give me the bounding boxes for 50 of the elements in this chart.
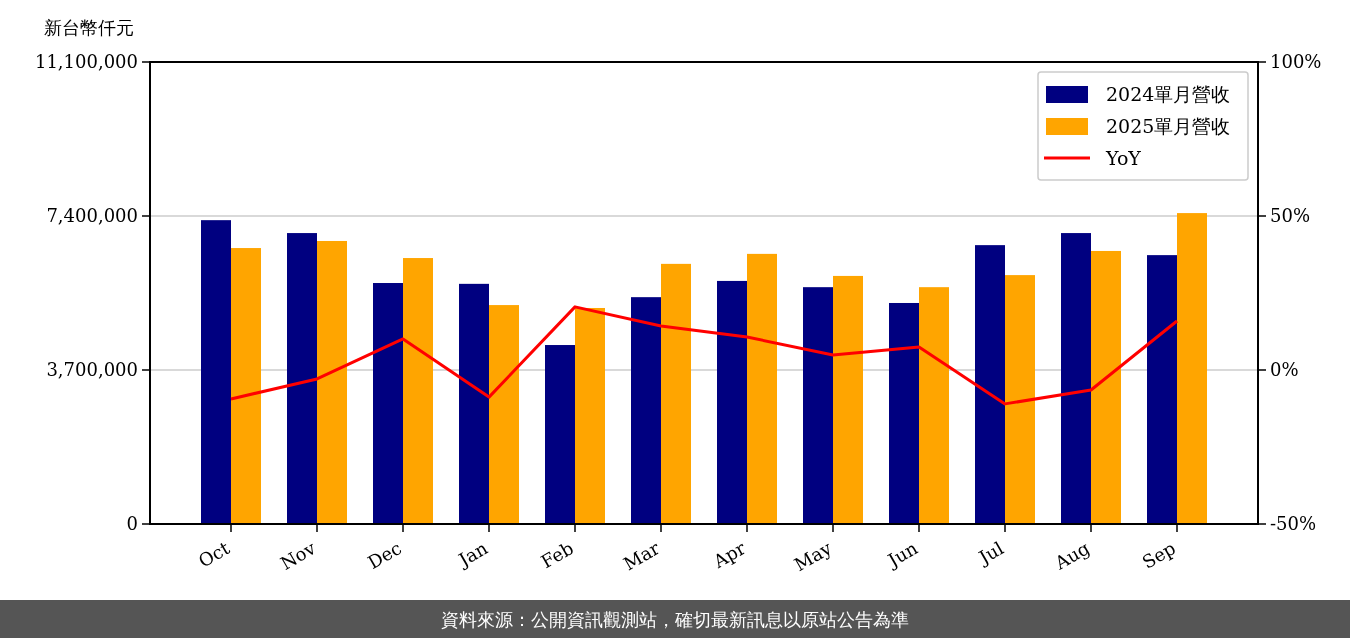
bar <box>201 220 231 524</box>
x-tick-label: Feb <box>537 537 577 573</box>
y2-tick-label: 100% <box>1270 51 1322 72</box>
x-tick-label: Nov <box>276 536 320 574</box>
bar <box>575 307 605 524</box>
y2-tick-label: -50% <box>1270 513 1317 534</box>
bar <box>1091 250 1121 524</box>
x-tick-label: Apr <box>708 537 750 573</box>
bar <box>373 283 403 524</box>
x-tick-label: Oct <box>194 536 234 572</box>
bar <box>803 287 833 524</box>
bar <box>1061 233 1091 524</box>
bar <box>919 287 949 524</box>
x-tick-label: Jan <box>453 537 492 572</box>
bar <box>1177 213 1207 524</box>
x-tick-label: May <box>790 536 836 576</box>
x-tick-label: Sep <box>1138 537 1179 573</box>
bar <box>975 245 1005 524</box>
bar <box>403 258 433 524</box>
y-tick-label: 7,400,000 <box>46 205 138 226</box>
bar <box>489 305 519 524</box>
bar <box>833 275 863 524</box>
y2-tick-label: 0% <box>1270 359 1299 380</box>
bar <box>1147 255 1177 524</box>
x-tick-label: Aug <box>1050 537 1093 575</box>
bar <box>287 233 317 524</box>
bar <box>631 297 661 524</box>
bar <box>545 345 575 524</box>
bar <box>459 283 489 524</box>
source-note: 資料來源：公開資訊觀測站，確切最新訊息以原站公告為準 <box>441 609 909 630</box>
y-tick-label: 11,100,000 <box>34 51 138 72</box>
bar <box>747 253 777 524</box>
x-tick-label: Jun <box>882 537 922 572</box>
x-tick-label: Dec <box>364 537 405 574</box>
y-tick-label: 0 <box>126 513 138 534</box>
y-tick-label: 3,700,000 <box>46 359 138 380</box>
line-series <box>229 305 1179 406</box>
x-tick-label: Mar <box>619 537 664 575</box>
bar <box>317 240 347 524</box>
bar <box>717 280 747 524</box>
x-tick-label: Jul <box>973 537 1008 569</box>
bar <box>231 248 261 524</box>
bar <box>889 302 919 524</box>
y-axis-title: 新台幣仟元 <box>44 17 134 38</box>
bar <box>1005 275 1035 524</box>
y2-tick-label: 50% <box>1270 205 1311 226</box>
bar <box>661 263 691 524</box>
legend-label: 2024單月營收 <box>1106 83 1231 105</box>
legend-label: YoY <box>1105 147 1142 169</box>
legend-label: 2025單月營收 <box>1106 115 1231 137</box>
